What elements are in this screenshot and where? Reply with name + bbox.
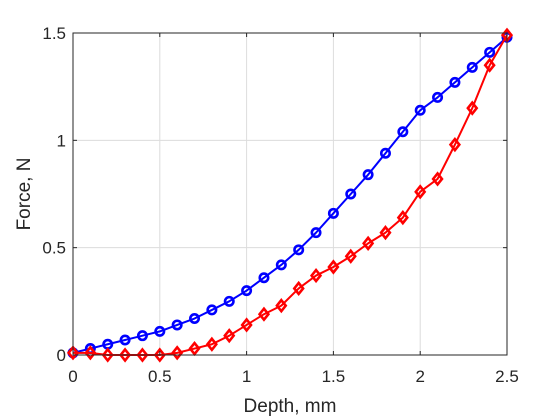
data-point-circle (171, 319, 183, 331)
data-point-circle (223, 295, 235, 307)
data-point-circle (241, 285, 253, 297)
data-point-circle (275, 259, 287, 271)
x-tick-label: 0 (68, 367, 77, 386)
y-axis-label: Force, N (14, 158, 35, 231)
data-point-diamond (240, 317, 253, 333)
data-point-diamond (101, 347, 114, 363)
data-point-diamond (396, 210, 409, 226)
tick-marks (72, 32, 508, 356)
data-point-diamond (66, 345, 80, 361)
axes-box (72, 32, 508, 356)
data-point-diamond (257, 306, 271, 322)
data-point-circle (327, 207, 339, 219)
data-point-circle (345, 188, 357, 200)
data-point-diamond (84, 345, 97, 361)
data-point-diamond (309, 267, 323, 284)
data-point-diamond (414, 184, 427, 200)
data-point-diamond (327, 259, 340, 275)
y-tick-label: 0.5 (42, 239, 66, 258)
data-point-diamond (379, 225, 392, 241)
data-point-diamond (362, 235, 375, 251)
data-point-circle (206, 304, 218, 316)
x-tick-label: 1 (242, 367, 251, 386)
x-axis-label: Depth, mm (244, 396, 337, 417)
y-tick-label: 0 (57, 346, 66, 365)
data-point-diamond (188, 340, 201, 357)
data-point-circle (414, 104, 426, 116)
data-point-diamond (223, 328, 236, 344)
data-point-diamond (205, 336, 218, 352)
data-point-circle (258, 272, 270, 284)
data-point-diamond (136, 347, 149, 363)
data-point-circle (397, 126, 409, 138)
data-point-circle (119, 334, 131, 346)
tick-labels: 0 0.5 1 1.5 2 2.5 0 0.5 1 1.5 (42, 24, 518, 386)
data-point-diamond (466, 100, 479, 116)
data-point-diamond (483, 57, 496, 73)
x-tick-label: 0.5 (148, 367, 172, 386)
data-point-circle (293, 244, 305, 256)
data-point-circle (154, 325, 166, 337)
plot-area (73, 33, 507, 355)
series-layer (66, 27, 514, 363)
data-point-circle (449, 76, 461, 88)
data-point-circle (379, 147, 391, 159)
data-point-diamond (344, 248, 357, 264)
x-tick-label: 1.5 (322, 367, 346, 386)
data-point-diamond (153, 347, 166, 363)
data-point-diamond (119, 347, 132, 363)
y-tick-label: 1 (57, 131, 66, 150)
series-circle (67, 31, 513, 359)
data-point-circle (189, 313, 201, 325)
data-point-circle (136, 330, 148, 342)
x-tick-label: 2.5 (495, 367, 519, 386)
data-point-circle (310, 227, 322, 239)
data-point-diamond (431, 171, 444, 187)
data-point-circle (466, 61, 478, 73)
x-tick-label: 2 (415, 367, 424, 386)
data-point-diamond (292, 280, 305, 297)
series-diamond (66, 27, 514, 363)
data-point-circle (432, 91, 444, 103)
data-point-diamond (275, 298, 288, 314)
data-point-diamond (448, 137, 461, 153)
y-tick-label: 1.5 (42, 24, 66, 43)
data-point-circle (484, 46, 496, 58)
data-point-circle (362, 169, 374, 181)
data-point-diamond (171, 345, 184, 361)
